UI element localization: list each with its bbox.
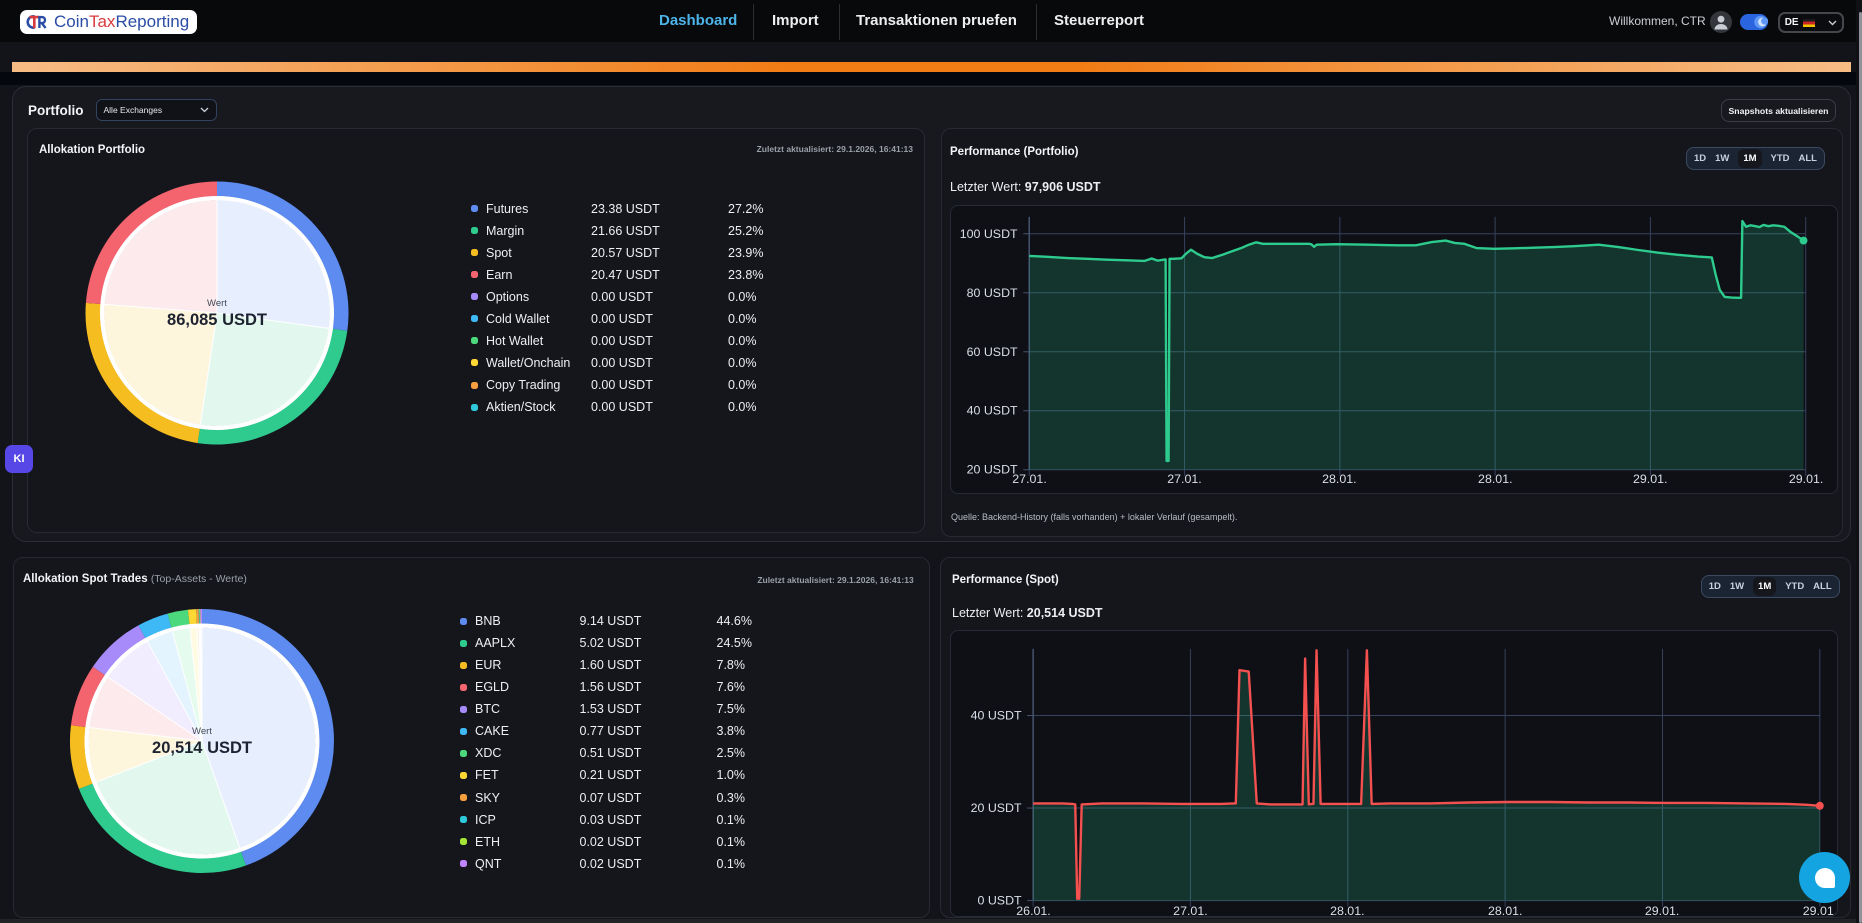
svg-text:40 USDT: 40 USDT [971, 708, 1022, 722]
svg-text:29.01.: 29.01. [1789, 472, 1824, 486]
svg-text:20,514 USDT: 20,514 USDT [152, 739, 252, 757]
svg-text:60 USDT: 60 USDT [967, 345, 1018, 359]
svg-text:29.01.: 29.01. [1633, 472, 1668, 486]
svg-text:Wert: Wert [207, 298, 227, 309]
svg-text:80 USDT: 80 USDT [967, 286, 1018, 300]
svg-text:40 USDT: 40 USDT [967, 404, 1018, 418]
svg-text:28.01.: 28.01. [1478, 472, 1513, 486]
svg-text:28.01.: 28.01. [1330, 904, 1365, 917]
svg-text:29.01.: 29.01. [1645, 904, 1680, 917]
svg-text:Wert: Wert [192, 726, 212, 737]
svg-text:20 USDT: 20 USDT [967, 463, 1018, 477]
svg-text:28.01.: 28.01. [1322, 472, 1357, 486]
svg-text:86,085 USDT: 86,085 USDT [167, 311, 267, 329]
svg-text:28.01.: 28.01. [1488, 904, 1523, 917]
svg-text:100 USDT: 100 USDT [960, 227, 1018, 241]
svg-text:20 USDT: 20 USDT [971, 801, 1022, 815]
svg-text:26.01.: 26.01. [1016, 904, 1051, 917]
svg-text:0 USDT: 0 USDT [977, 894, 1022, 908]
svg-text:27.01.: 27.01. [1167, 472, 1202, 486]
svg-text:27.01.: 27.01. [1012, 472, 1047, 486]
svg-text:29.01.: 29.01. [1803, 904, 1838, 917]
svg-text:27.01.: 27.01. [1173, 904, 1208, 917]
